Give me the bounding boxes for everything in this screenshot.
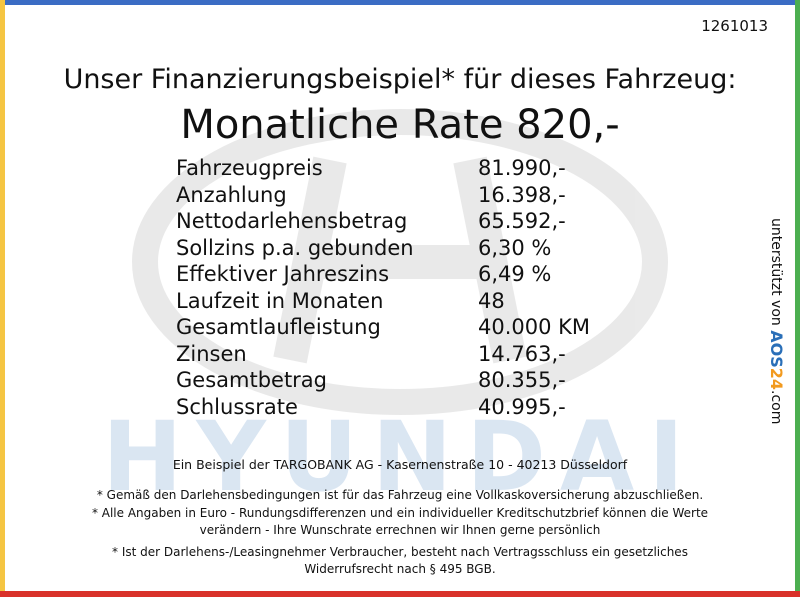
top-border xyxy=(0,0,800,5)
sponsor-prefix: unterstützt von xyxy=(768,218,784,326)
rate: Monatliche Rate 820,- xyxy=(180,102,620,148)
note-line: Widerrufsrecht nach § 495 BGB. xyxy=(304,562,496,576)
note-line: verändern - Ihre Wunschrate errechnen wi… xyxy=(199,523,601,537)
row-value: 14.763,- xyxy=(478,341,566,366)
sponsor-suffix: .com xyxy=(768,390,784,425)
row-label: Gesamtlaufleistung xyxy=(176,315,381,339)
row-value: 16.398,- xyxy=(478,182,566,207)
row-value: 65.592,- xyxy=(478,209,566,233)
row-value: 80.355,- xyxy=(478,368,566,392)
lender: Ein Beispiel der TARGOBANK AG - Kasernen… xyxy=(172,457,628,472)
row-label: Gesamtbetrag xyxy=(176,368,328,392)
left-border xyxy=(0,0,5,597)
row-label: Nettodarlehensbetrag xyxy=(176,209,408,233)
bottom-border xyxy=(0,591,800,597)
row-label: Fahrzeugpreis xyxy=(176,156,323,180)
row-value: 40.000 KM xyxy=(478,315,591,339)
brand-watermark: HYUNDAI xyxy=(102,401,698,513)
sponsor-logo: AOS xyxy=(767,330,786,368)
sponsor-logo: 24 xyxy=(767,367,786,390)
headline: Unser Finanzierungsbeispiel* für dieses … xyxy=(63,64,737,95)
row-label: Sollzins p.a. gebunden xyxy=(176,235,414,260)
row-label: Effektiver Jahreszins xyxy=(176,262,390,286)
row-label: Zinsen xyxy=(176,341,247,366)
note-line: * Ist der Darlehens-/Leasingnehmer Verbr… xyxy=(112,545,688,559)
sponsor: unterstützt von AOS24.com xyxy=(767,218,786,425)
row-label: Schlussrate xyxy=(176,394,298,419)
row-value: 6,30 % xyxy=(478,235,552,260)
offer-id: 1261013 xyxy=(701,17,768,35)
row-value: 48 xyxy=(478,288,505,313)
row-value: 6,49 % xyxy=(478,262,552,286)
row-label: Laufzeit in Monaten xyxy=(176,288,384,313)
row-value: 40.995,- xyxy=(478,394,566,419)
row-value: 81.990,- xyxy=(478,156,566,180)
right-border xyxy=(795,0,800,597)
note-line: * Gemäß den Darlehensbedingungen ist für… xyxy=(96,488,704,502)
note-line: * Alle Angaben in Euro - Rundungsdiffere… xyxy=(91,506,709,520)
row-label: Anzahlung xyxy=(176,182,287,207)
logo-watermark xyxy=(132,109,668,415)
